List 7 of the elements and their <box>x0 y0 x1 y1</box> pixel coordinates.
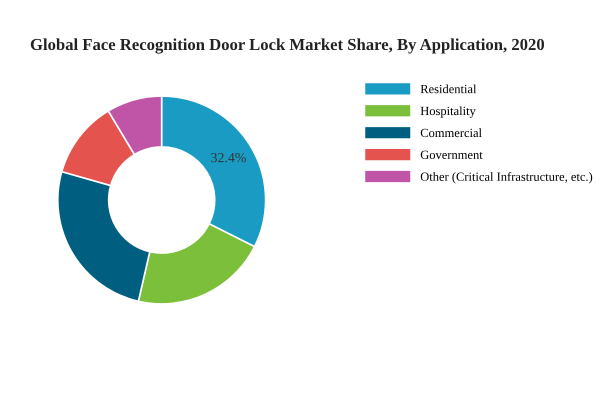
chart-title: Global Face Recognition Door Lock Market Share, By Application, 2020 <box>30 38 544 54</box>
data-label: 32.4% <box>211 152 246 162</box>
legend-label: Government <box>420 150 483 160</box>
legend-label: Commercial <box>420 128 482 138</box>
legend-label: Hospitality <box>420 106 476 118</box>
legend-label: Residential <box>420 84 476 94</box>
legend-label: Other (Critical Infrastructure, etc.) <box>420 172 592 184</box>
